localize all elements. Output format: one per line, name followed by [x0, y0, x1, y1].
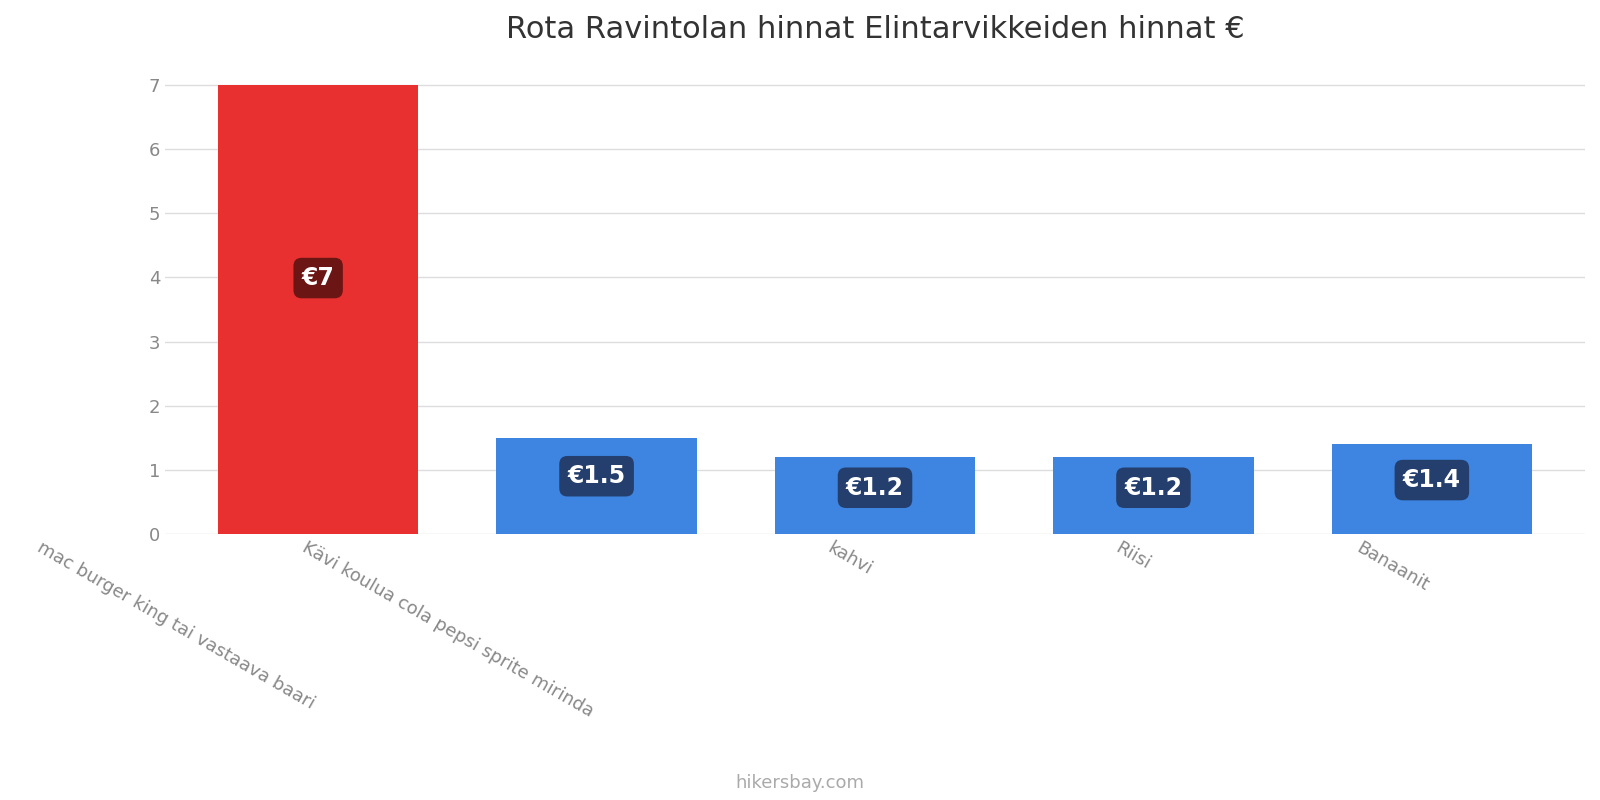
- Text: €7: €7: [302, 266, 334, 290]
- Bar: [774, 457, 976, 534]
- Text: hikersbay.com: hikersbay.com: [736, 774, 864, 792]
- Bar: [1053, 457, 1254, 534]
- Title: Rota Ravintolan hinnat Elintarvikkeiden hinnat €: Rota Ravintolan hinnat Elintarvikkeiden …: [506, 15, 1245, 44]
- Text: €1.5: €1.5: [568, 464, 626, 488]
- Text: €1.2: €1.2: [846, 476, 904, 500]
- Bar: [496, 438, 698, 534]
- Text: €1.2: €1.2: [1125, 476, 1182, 500]
- Text: €1.4: €1.4: [1403, 468, 1461, 492]
- Bar: [218, 85, 418, 534]
- Bar: [1331, 444, 1533, 534]
